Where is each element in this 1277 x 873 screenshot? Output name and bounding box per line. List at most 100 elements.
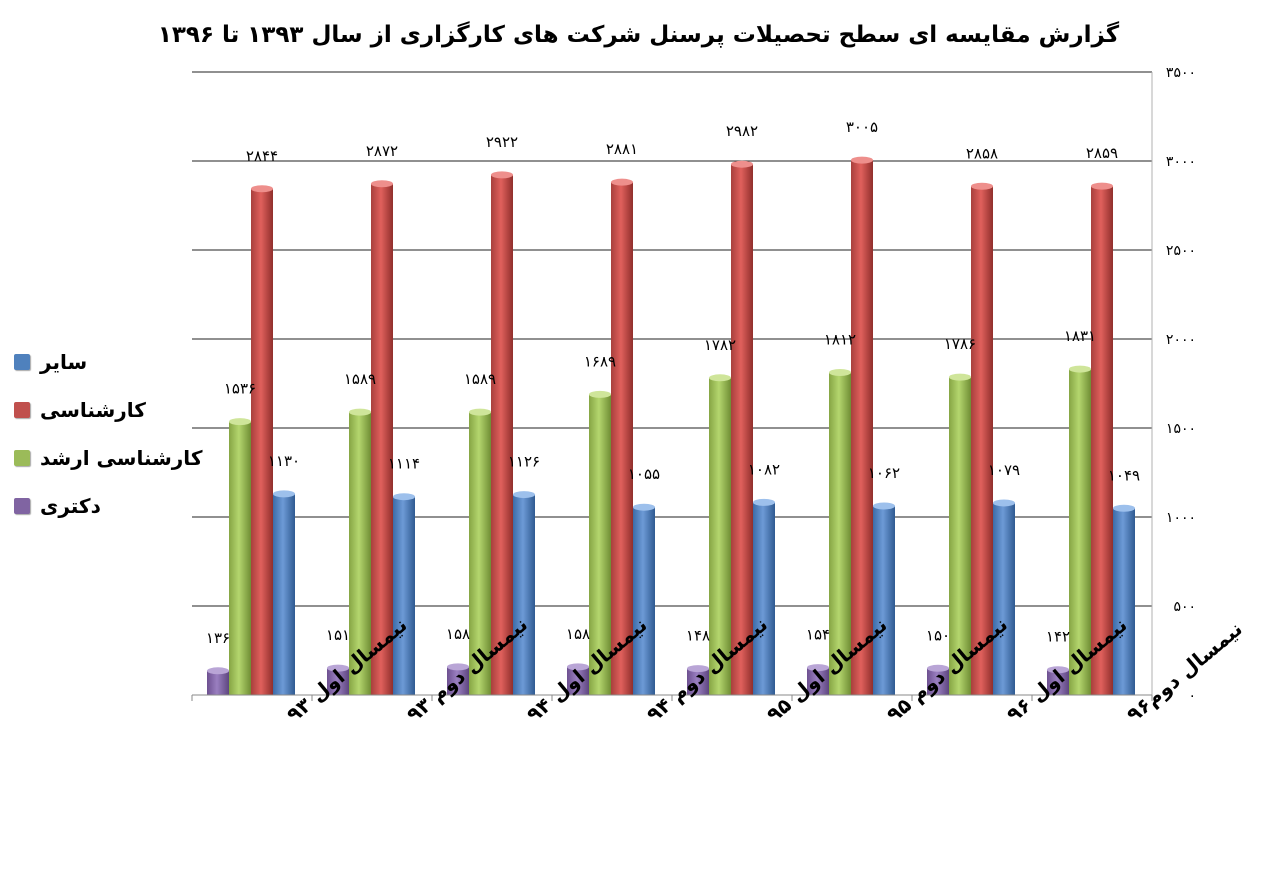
data-label-master: ۱۵۸۹ — [464, 370, 496, 388]
bar-master — [829, 372, 851, 695]
bar-cap-master — [589, 390, 611, 398]
bar-doctorate — [567, 666, 589, 695]
bar-other — [393, 496, 415, 695]
bar-master — [349, 412, 371, 695]
y-tick-label: ۰ — [1188, 688, 1196, 704]
bar-cap-master — [1069, 365, 1091, 373]
data-label-other: ۱۰۴۹ — [1108, 466, 1140, 484]
data-label-bachelor: ۲۸۸۱ — [606, 140, 638, 158]
bar-cap-other — [753, 498, 775, 506]
bar-cap-bachelor — [251, 185, 273, 193]
bar-master — [949, 377, 971, 695]
y-tick-label: ۵۰۰ — [1173, 599, 1196, 615]
bar-cap-doctorate — [327, 664, 349, 672]
data-label-doctorate: ۱۴۲ — [1046, 628, 1070, 646]
bar-cap-other — [273, 490, 295, 498]
bar-cap-other — [393, 493, 415, 501]
bar-doctorate — [447, 666, 469, 695]
bar-other — [993, 502, 1015, 695]
data-label-other: ۱۱۲۶ — [508, 453, 540, 471]
bar-cap-master — [829, 368, 851, 376]
bar-bachelor — [731, 164, 753, 696]
bar-cap-other — [513, 491, 535, 499]
bars — [207, 156, 1135, 696]
legend-item-bachelor: کارشناسی — [14, 386, 202, 434]
data-label-bachelor: ۲۹۸۲ — [726, 122, 758, 140]
bar-master — [709, 377, 731, 695]
bar-cap-doctorate — [1047, 666, 1069, 674]
bar-doctorate — [1047, 669, 1069, 695]
legend-item-doctorate: دکتری — [14, 482, 202, 530]
bar-master — [469, 412, 491, 695]
bar-cap-other — [633, 503, 655, 511]
bar-other — [513, 494, 535, 695]
bar-bachelor — [371, 183, 393, 695]
data-labels: ۱۳۶ ۱۵۳۶ ۲۸۴۴ ۱۱۳۰ ۱۵۱ ۱۵۸۹ ۲۸۷۲ ۱۱۱۴ ۱۵۸ ۱۵۸۹ ۲۹۲… — [206, 118, 1140, 647]
bar-cap-master — [229, 418, 251, 426]
legend-swatch-doctorate — [14, 498, 30, 514]
bar-cap-master — [349, 408, 371, 416]
data-label-bachelor: ۳۰۰۵ — [846, 118, 878, 136]
y-tick-label: ۳۰۰۰ — [1166, 154, 1196, 170]
legend-label-bachelor: کارشناسی — [40, 398, 146, 422]
legend-label-master: کارشناسی ارشد — [40, 446, 203, 470]
bar-cap-bachelor — [1091, 182, 1113, 190]
bar-other — [753, 502, 775, 695]
data-label-doctorate: ۱۵۰ — [926, 626, 950, 644]
data-label-bachelor: ۲۹۲۲ — [486, 133, 518, 151]
bar-cap-doctorate — [927, 664, 949, 672]
bar-master — [229, 421, 251, 695]
data-label-bachelor: ۲۸۴۴ — [246, 147, 278, 165]
bar-cap-other — [1113, 504, 1135, 512]
bar-bachelor — [1091, 186, 1113, 695]
bar-bachelor — [851, 160, 873, 696]
bar-doctorate — [207, 670, 229, 695]
chart-title: گزارش مقایسه ای سطح تحصیلات پرسنل شرکت ه… — [157, 22, 1120, 48]
bar-other — [1113, 508, 1135, 695]
bar-doctorate — [687, 668, 709, 695]
data-label-doctorate: ۱۵۸ — [566, 625, 590, 643]
bar-cap-bachelor — [491, 171, 513, 179]
legend-label-doctorate: دکتری — [40, 494, 101, 518]
bar-cap-master — [949, 373, 971, 381]
bar-other — [273, 493, 295, 695]
data-label-master: ۱۵۳۶ — [224, 380, 256, 398]
bar-cap-bachelor — [371, 180, 393, 188]
bar-bachelor — [611, 182, 633, 695]
bar-other — [873, 505, 895, 695]
legend-swatch-bachelor — [14, 402, 30, 418]
legend-item-other: سایر — [14, 338, 202, 386]
bar-cap-bachelor — [731, 160, 753, 168]
data-label-master: ۱۸۳۱ — [1064, 327, 1096, 345]
bar-cap-other — [873, 502, 895, 510]
data-label-bachelor: ۲۸۵۹ — [1086, 144, 1118, 162]
data-label-master: ۱۵۸۹ — [344, 370, 376, 388]
data-label-other: ۱۰۶۲ — [868, 464, 900, 482]
bar-cap-bachelor — [611, 178, 633, 186]
bar-cap-doctorate — [807, 664, 829, 672]
legend-label-other: سایر — [40, 350, 88, 374]
bar-cap-doctorate — [687, 665, 709, 673]
bar-bachelor — [251, 188, 273, 695]
bar-cap-other — [993, 499, 1015, 507]
bar-doctorate — [807, 667, 829, 695]
y-tick-label: ۲۵۰۰ — [1166, 243, 1196, 259]
x-tick-label: نیمسال دوم۹۶ — [1122, 616, 1247, 726]
bar-master — [1069, 369, 1091, 695]
data-label-bachelor: ۲۸۵۸ — [966, 144, 998, 162]
data-label-doctorate: ۱۳۶ — [206, 629, 230, 647]
data-label-other: ۱۰۵۵ — [628, 465, 660, 483]
bar-cap-doctorate — [567, 663, 589, 671]
data-label-master: ۱۸۱۲ — [824, 330, 856, 348]
data-label-doctorate: ۱۵۸ — [446, 625, 470, 643]
data-label-doctorate: ۱۵۴ — [806, 626, 830, 644]
bar-cap-master — [709, 374, 731, 382]
data-label-doctorate: ۱۴۸ — [686, 627, 710, 645]
bar-cap-bachelor — [971, 182, 993, 190]
legend-swatch-master — [14, 450, 30, 466]
legend-swatch-other — [14, 354, 30, 370]
bar-cap-doctorate — [447, 663, 469, 671]
data-label-other: ۱۰۷۹ — [988, 461, 1020, 479]
bar-bachelor — [491, 174, 513, 695]
